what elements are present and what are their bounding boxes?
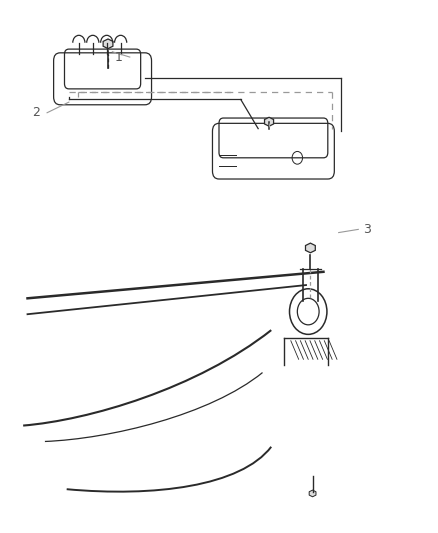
Polygon shape: [265, 117, 274, 126]
Text: 2: 2: [32, 106, 40, 119]
Text: 3: 3: [363, 223, 371, 236]
Text: 1: 1: [115, 51, 123, 63]
Polygon shape: [309, 490, 316, 497]
Polygon shape: [305, 243, 315, 253]
Polygon shape: [103, 39, 113, 49]
